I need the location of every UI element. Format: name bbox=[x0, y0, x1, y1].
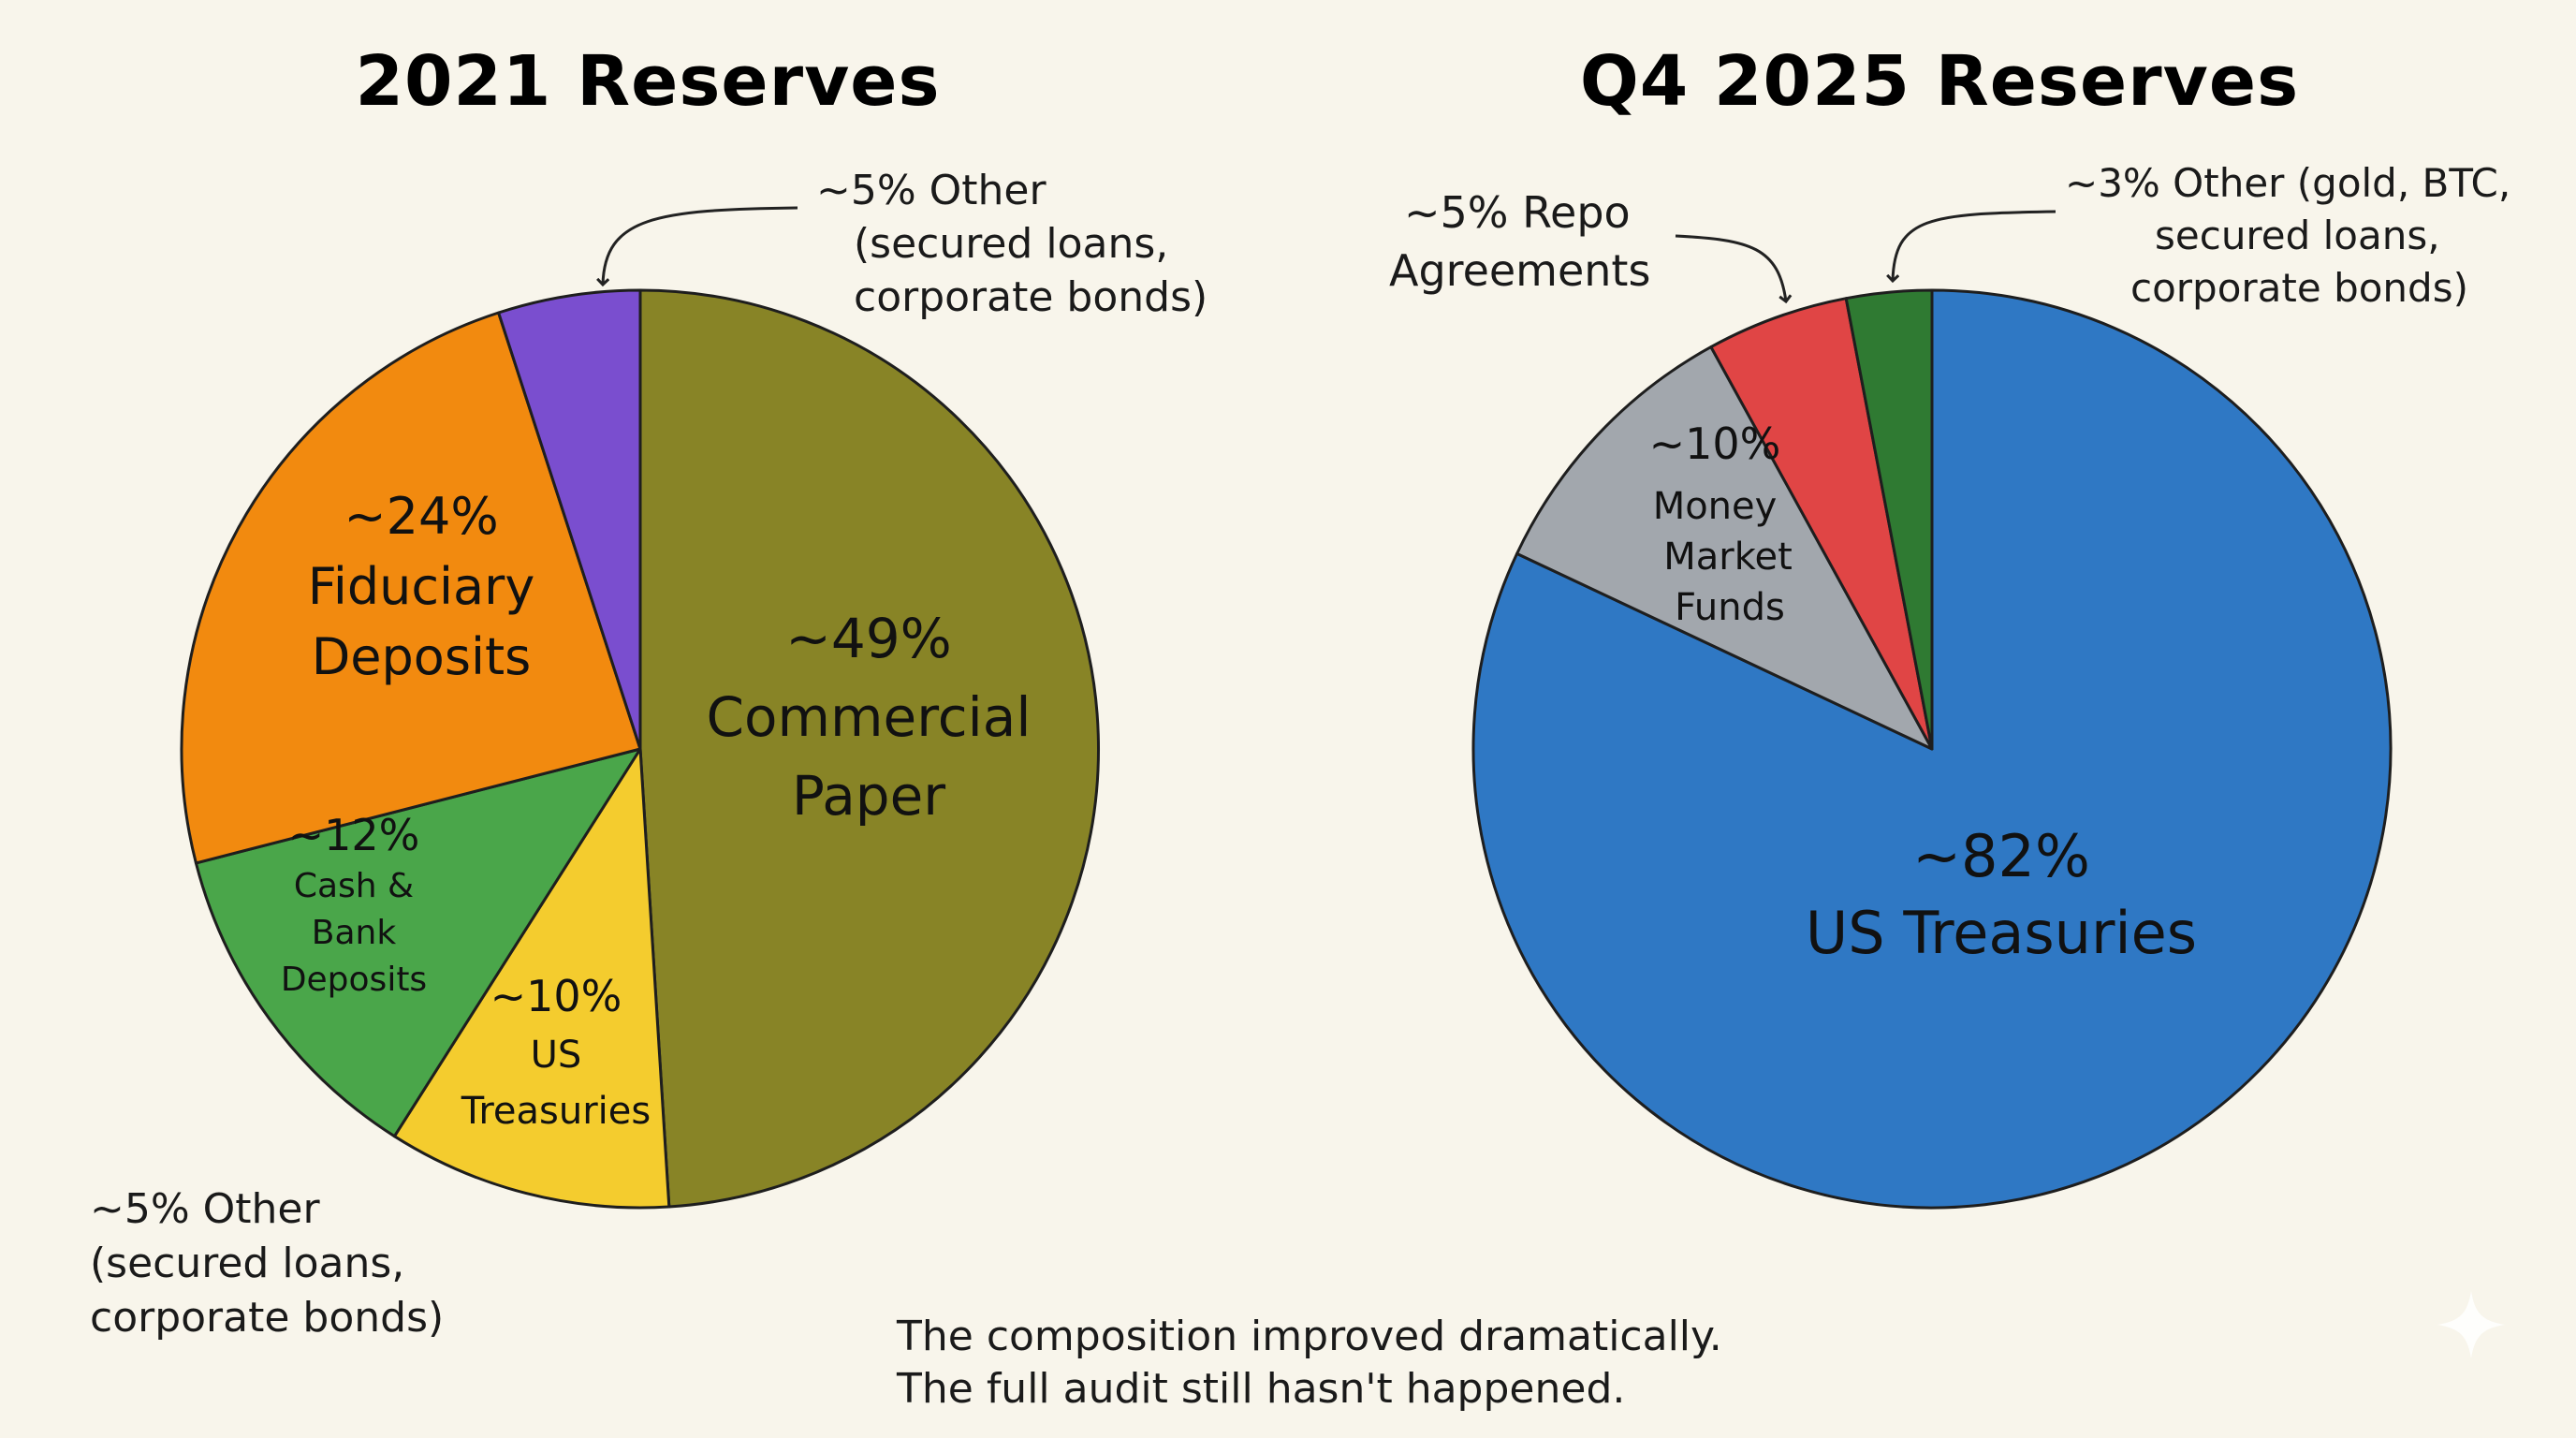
pie-slice-commercial_paper bbox=[638, 288, 1101, 1209]
label-fiduciary-deposits: ~24% Fiduciary Deposits bbox=[308, 487, 535, 686]
annotation-other-2021-top: ~5% Other (secured loans, corporate bond… bbox=[816, 167, 1208, 321]
svg-text:(secured loans,: (secured loans, bbox=[854, 220, 1168, 268]
footer-note: The composition improved dramatically. T… bbox=[897, 1311, 1722, 1416]
svg-text:Fiduciary: Fiduciary bbox=[308, 557, 535, 616]
pie-2021 bbox=[180, 288, 1101, 1210]
svg-text:Market: Market bbox=[1663, 536, 1793, 579]
svg-text:US: US bbox=[531, 1034, 582, 1077]
svg-text:~12%: ~12% bbox=[288, 810, 420, 860]
svg-text:Agreements: Agreements bbox=[1389, 245, 1650, 296]
svg-text:Deposits: Deposits bbox=[281, 961, 427, 999]
footer-line-2: The full audit still hasn't happened. bbox=[897, 1365, 1626, 1413]
label-commercial-paper: ~49% Commercial Paper bbox=[707, 607, 1032, 828]
svg-text:corporate bonds): corporate bonds) bbox=[90, 1294, 444, 1342]
svg-text:Cash &: Cash & bbox=[294, 867, 414, 905]
pie-slice-us_treasuries bbox=[392, 747, 671, 1210]
arrow-other-2021 bbox=[603, 206, 798, 285]
pie-slice-repo bbox=[1709, 297, 1934, 751]
svg-text:US Treasuries: US Treasuries bbox=[1806, 899, 2197, 967]
svg-text:Bank: Bank bbox=[312, 914, 397, 952]
svg-text:~24%: ~24% bbox=[344, 487, 498, 546]
svg-text:~49%: ~49% bbox=[785, 607, 952, 670]
label-cash-bank-deposits: ~12% Cash & Bank Deposits bbox=[281, 810, 427, 999]
sparkle-icon bbox=[2437, 1291, 2505, 1358]
svg-text:corporate bonds): corporate bonds) bbox=[2130, 265, 2468, 311]
svg-text:~82%: ~82% bbox=[1912, 822, 2090, 890]
pie-slice-fiduciary bbox=[180, 311, 642, 865]
pie-slice-us_treasuries bbox=[1471, 288, 2393, 1210]
svg-text:Deposits: Deposits bbox=[312, 627, 532, 686]
pie-slice-other bbox=[497, 288, 642, 751]
svg-text:~10%: ~10% bbox=[1649, 418, 1781, 469]
pie-slice-cash_bank bbox=[194, 747, 642, 1138]
svg-text:(secured loans,: (secured loans, bbox=[90, 1240, 404, 1287]
pie-slice-other bbox=[1844, 288, 1934, 751]
svg-text:~5% Other: ~5% Other bbox=[816, 167, 1046, 214]
svg-text:~5% Other: ~5% Other bbox=[90, 1185, 320, 1233]
annotation-other-2021-bottom: ~5% Other (secured loans, corporate bond… bbox=[90, 1185, 444, 1342]
arrow-repo-2025 bbox=[1675, 234, 1786, 301]
svg-text:Funds: Funds bbox=[1675, 586, 1785, 629]
svg-text:~5% Repo: ~5% Repo bbox=[1404, 187, 1631, 238]
chart-title-2021: 2021 Reserves bbox=[355, 41, 940, 122]
label-us-treasuries-2021: ~10% US Treasuries bbox=[461, 971, 651, 1133]
svg-text:Paper: Paper bbox=[792, 764, 945, 828]
pie-slice-money_market bbox=[1515, 345, 1934, 751]
chart-title-2025: Q4 2025 Reserves bbox=[1580, 41, 2299, 122]
svg-text:corporate bonds): corporate bonds) bbox=[854, 273, 1208, 321]
annotation-other-2025: ~3% Other (gold, BTC, secured loans, cor… bbox=[2065, 160, 2510, 311]
svg-text:Treasuries: Treasuries bbox=[461, 1090, 651, 1133]
label-us-treasuries-2025: ~82% US Treasuries bbox=[1806, 822, 2197, 967]
annotation-repo-2025: ~5% Repo Agreements bbox=[1389, 187, 1650, 296]
pie-2025 bbox=[1471, 288, 2393, 1210]
svg-text:Money: Money bbox=[1653, 485, 1778, 528]
arrow-other-2025 bbox=[1893, 210, 2056, 281]
label-money-market-funds: ~10% Money Market Funds bbox=[1649, 418, 1793, 629]
svg-text:Commercial: Commercial bbox=[707, 685, 1032, 749]
footer-line-1: The composition improved dramatically. bbox=[897, 1313, 1722, 1360]
svg-text:~10%: ~10% bbox=[490, 971, 622, 1021]
svg-text:~3% Other (gold, BTC,: ~3% Other (gold, BTC, bbox=[2065, 160, 2510, 206]
svg-text:secured loans,: secured loans, bbox=[2155, 213, 2440, 258]
